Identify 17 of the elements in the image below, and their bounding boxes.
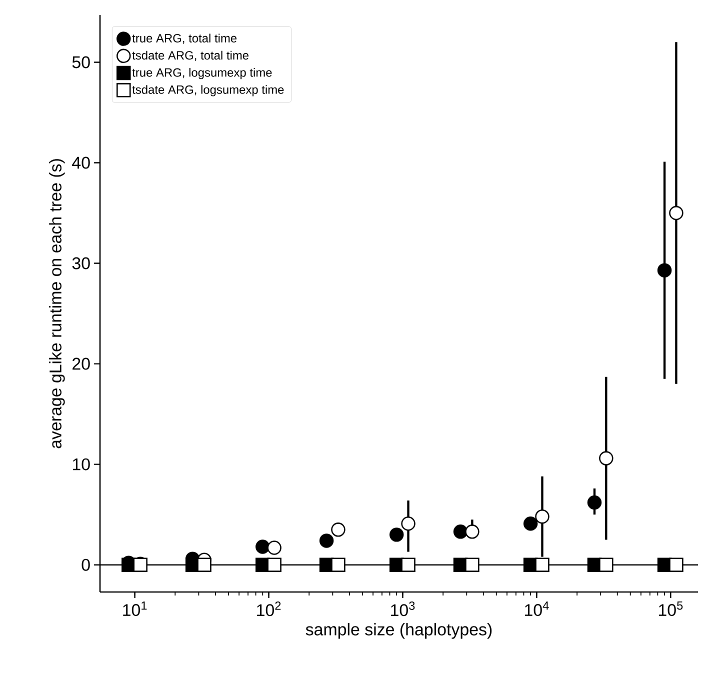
y-tick-label: 10 [72, 458, 90, 470]
legend-label: tsdate ARG, total time [132, 50, 248, 62]
y-tick-label: 50 [72, 56, 90, 68]
y-tick-label: 30 [72, 257, 90, 270]
y-tick-label: 0 [82, 558, 90, 571]
x-tick-label: 10$^{1}$ [123, 601, 147, 616]
y-axis-title: average gLike runtime on each tree (s) [49, 159, 65, 448]
y-tick-label: 20 [72, 358, 90, 370]
legend-label: true ARG, logsumexp time [132, 68, 272, 80]
legend-label: true ARG, total time [132, 34, 237, 44]
y-tick-label: 40 [72, 156, 90, 169]
x-tick-label: 10$^{4}$ [525, 601, 549, 616]
x-axis-title: sample size (haplotypes) [306, 623, 492, 639]
legend-label: tsdate ARG, logsumexp time [132, 85, 284, 96]
x-tick-label: 10$^{2}$ [257, 601, 281, 616]
x-tick-label: 10$^{3}$ [391, 601, 415, 616]
x-tick-label: 10$^{5}$ [659, 601, 683, 616]
